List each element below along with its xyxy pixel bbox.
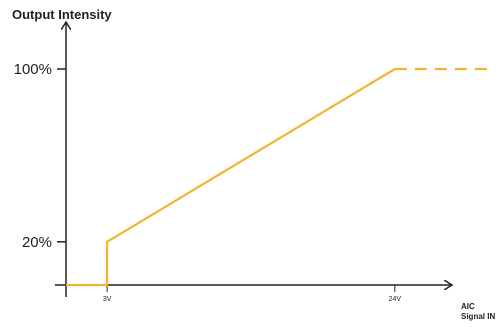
x-axis-title-line1: AIC [461,302,475,311]
series-line [66,68,396,287]
x-tick-label-3v: 3V [103,296,112,303]
y-tick-label-20: 20% [22,234,52,251]
x-axis-title-line2: Signal IN [461,312,495,321]
x-tick-label-24v: 24V [389,296,402,303]
y-axis-title: Output Intensity [12,7,112,22]
y-tick-label-100: 100% [14,61,52,78]
